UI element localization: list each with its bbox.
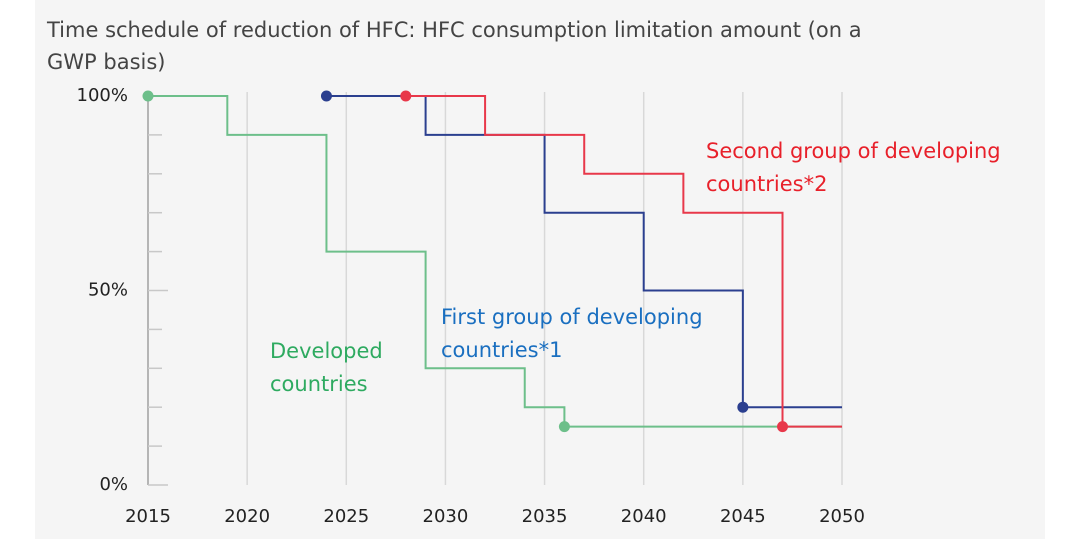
x-tick-label: 2045	[720, 506, 766, 527]
point-marker	[400, 90, 412, 102]
series-line	[148, 95, 842, 428]
point-marker	[558, 421, 570, 433]
series-label: Second group of developing countries*2	[706, 139, 1001, 196]
x-tick-label: 2030	[423, 506, 469, 527]
x-tick-label: 2025	[323, 506, 369, 527]
y-tick-label: 50%	[88, 280, 128, 301]
chart-title: Time schedule of reduction of HFC: HFC c…	[47, 18, 862, 74]
series-line	[326, 95, 842, 409]
point-marker	[320, 90, 332, 102]
series-label: First group of developing countries*1	[441, 305, 703, 362]
point-marker	[737, 401, 749, 413]
y-tick-label: 0%	[99, 474, 128, 495]
background	[35, 0, 1045, 539]
y-tick-label: 100%	[77, 85, 128, 106]
series-line	[405, 95, 842, 428]
x-tick-label: 2040	[621, 506, 667, 527]
x-tick-label: 2050	[819, 506, 865, 527]
x-tick-label: 2020	[224, 506, 270, 527]
point-marker	[777, 421, 789, 433]
x-tick-label: 2035	[522, 506, 568, 527]
point-marker	[142, 90, 154, 102]
series-label: Developed countries	[270, 339, 383, 396]
x-tick-label: 2015	[125, 506, 171, 527]
